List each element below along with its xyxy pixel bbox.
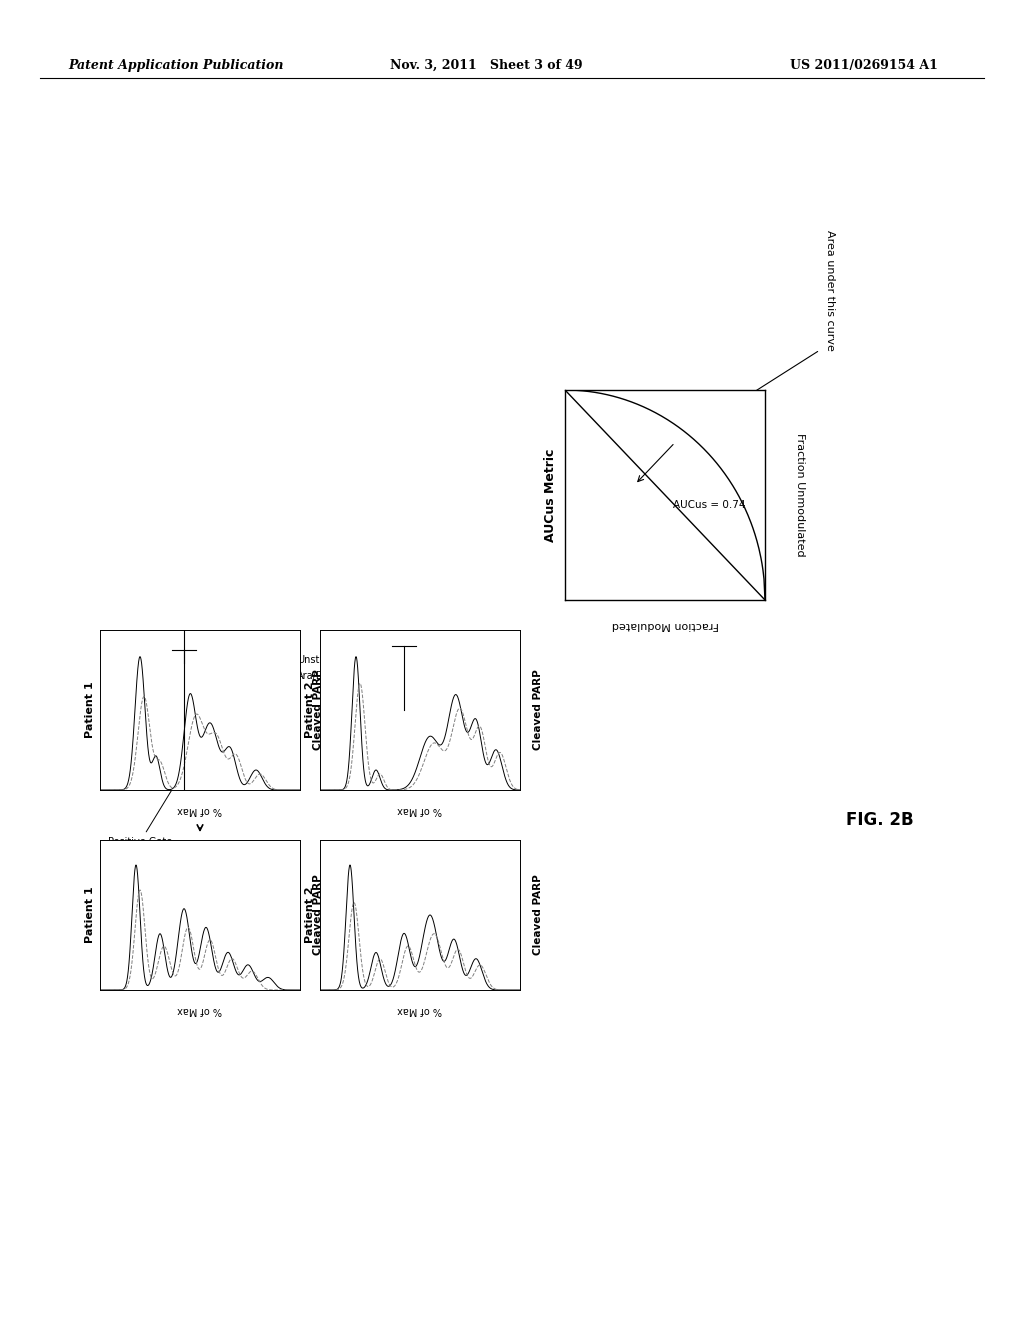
Text: NewlyPos= 20%: NewlyPos= 20% bbox=[105, 645, 114, 718]
Text: Patient 1: Patient 1 bbox=[85, 681, 95, 738]
Text: AUCus Metric: AUCus Metric bbox=[544, 449, 557, 541]
Text: AUC = .9: AUC = .9 bbox=[105, 847, 115, 892]
Text: NewlyPos= 60%: NewlyPos= 60% bbox=[325, 645, 334, 718]
Text: Positive Gate: Positive Gate bbox=[108, 774, 182, 847]
Text: Cleaved PARP: Cleaved PARP bbox=[534, 875, 543, 956]
Text: Nov. 3, 2011   Sheet 3 of 49: Nov. 3, 2011 Sheet 3 of 49 bbox=[390, 58, 583, 71]
Text: Patient 2: Patient 2 bbox=[305, 681, 315, 738]
Text: Unstimulated: Unstimulated bbox=[297, 655, 362, 665]
Text: Cleaved PARP: Cleaved PARP bbox=[313, 669, 323, 750]
Text: Cleaved PARP: Cleaved PARP bbox=[534, 669, 543, 750]
Text: US 2011/0269154 A1: US 2011/0269154 A1 bbox=[790, 58, 938, 71]
Text: Stain: Stain bbox=[438, 744, 452, 776]
Text: Cleaved PARP: Cleaved PARP bbox=[313, 875, 323, 956]
Text: % of Max: % of Max bbox=[177, 1005, 222, 1015]
Text: Patient 2: Patient 2 bbox=[305, 887, 315, 944]
Text: Ara/Dauno: Ara/Dauno bbox=[297, 671, 349, 681]
Text: AUC = .6: AUC = .6 bbox=[325, 847, 335, 892]
Text: % of Max: % of Max bbox=[397, 805, 442, 814]
Text: % of Max: % of Max bbox=[397, 1005, 442, 1015]
Text: % of Max: % of Max bbox=[177, 805, 222, 814]
Text: FIG. 2B: FIG. 2B bbox=[846, 810, 913, 829]
FancyArrow shape bbox=[455, 682, 485, 750]
Text: AUCus = 0.74: AUCus = 0.74 bbox=[673, 500, 745, 511]
Text: Fraction Modulated: Fraction Modulated bbox=[611, 620, 719, 630]
Text: Patient 1: Patient 1 bbox=[85, 887, 95, 944]
Text: Fraction Unmodulated: Fraction Unmodulated bbox=[795, 433, 805, 557]
Text: Patent Application Publication: Patent Application Publication bbox=[68, 58, 284, 71]
Text: Area under this curve: Area under this curve bbox=[825, 230, 835, 350]
